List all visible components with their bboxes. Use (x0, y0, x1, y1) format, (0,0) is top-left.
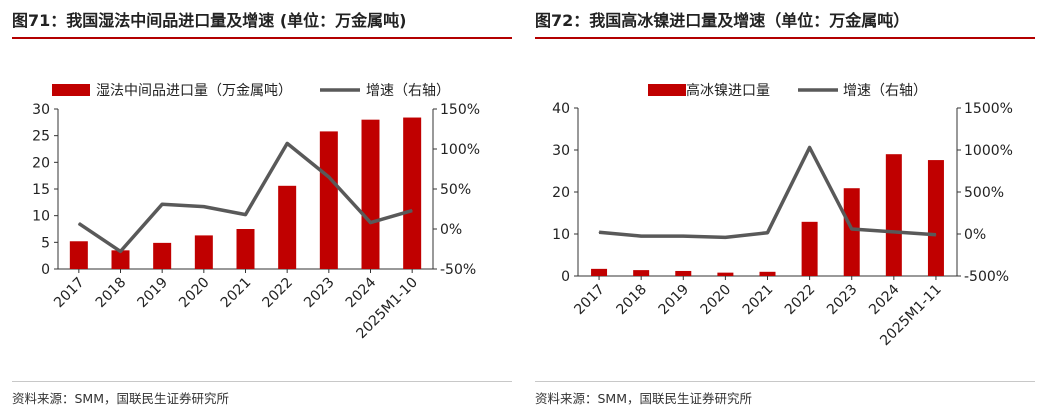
y-right-tick-label: 0% (440, 222, 462, 238)
growth-point (724, 236, 726, 238)
growth-point (809, 146, 811, 148)
growth-point (120, 250, 121, 252)
x-tick-label: 2018 (93, 275, 130, 312)
growth-point (767, 232, 768, 234)
chart-71: 0 5 10 15 20 25 30 -50% 0% 50% 100% 150% 2017 2018 201… (32, 83, 480, 342)
growth-point (370, 222, 371, 224)
growth-point (411, 210, 413, 212)
bar (153, 242, 172, 269)
x-tick-label: 2023 (824, 282, 861, 319)
bar (591, 268, 608, 276)
y-right-tick-label: 100% (440, 142, 480, 158)
y-left-tick-label: 20 (32, 155, 50, 171)
legend-label-bar: 湿法中间品进口量（万金属吨） (96, 83, 292, 99)
x-tick-label: 2024 (343, 274, 380, 311)
y-left-tick-label: 10 (32, 209, 50, 225)
growth-point (851, 228, 853, 230)
bar (843, 188, 860, 276)
growth-point (640, 235, 642, 237)
growth-point (161, 203, 163, 205)
bar (278, 185, 297, 269)
bar (403, 117, 422, 270)
y-left-tick-label: 5 (41, 235, 50, 251)
x-tick-label: 2017 (571, 282, 608, 319)
y-right-tick-label: 0% (964, 227, 986, 243)
y-left-tick-label: 15 (32, 182, 50, 198)
bar (885, 154, 902, 276)
bar (801, 221, 818, 276)
title-rule (12, 37, 512, 39)
x-tick-label: 2020 (698, 282, 735, 319)
growth-point (78, 222, 80, 224)
legend-swatch-bar (648, 84, 686, 96)
growth-point (598, 231, 600, 233)
chart-source: 资料来源：SMM，国联民生证券研究所 (12, 391, 230, 406)
x-tick-label: 2020 (176, 275, 213, 312)
y-right-tick-label: 500% (964, 185, 1004, 201)
x-tick-label: 2018 (613, 282, 650, 319)
chart-source: 资料来源：SMM，国联民生证券研究所 (535, 391, 753, 406)
growth-point (893, 231, 895, 233)
x-tick-label: 2022 (782, 282, 819, 319)
legend-label-line: 增速（右轴） (366, 83, 450, 99)
y-right-tick-label: -500% (964, 269, 1009, 285)
legend-swatch-bar (52, 84, 90, 96)
growth-point (935, 234, 937, 236)
x-tick-label: 2019 (134, 275, 171, 312)
source-rule (12, 381, 512, 382)
bar (675, 270, 692, 276)
x-tick-label: 2017 (51, 275, 88, 312)
growth-point (203, 206, 205, 208)
y-left-tick-label: 40 (552, 101, 570, 117)
bar (361, 119, 380, 270)
bar (236, 229, 255, 269)
y-left-tick-label: 0 (41, 262, 50, 278)
bar (759, 271, 776, 276)
bar (717, 272, 734, 276)
x-tick-label: 2022 (259, 275, 296, 312)
x-tick-label: 2021 (218, 275, 255, 312)
bar (633, 270, 650, 276)
bar (69, 241, 88, 269)
y-left-tick-label: 30 (552, 143, 570, 159)
bar (319, 131, 338, 269)
y-right-tick-label: 150% (440, 102, 480, 118)
bar (927, 160, 944, 276)
y-right-tick-label: 1000% (964, 143, 1013, 159)
y-left-tick-label: 25 (32, 129, 50, 145)
y-left-tick-label: 10 (552, 227, 570, 243)
y-right-tick-label: 50% (440, 182, 471, 198)
growth-line (598, 145, 937, 240)
x-tick-label: 2021 (740, 282, 777, 319)
legend-label-line: 增速（右轴） (843, 83, 927, 99)
bar (194, 235, 213, 269)
growth-point (245, 214, 246, 216)
chart-panel-71: 图71：我国湿法中间品进口量及增速 (单位：万金属吨) 0 5 10 15 20 25 30… (12, 11, 512, 406)
growth-point (328, 176, 330, 178)
growth-point (682, 235, 684, 237)
x-tick-label: 2024 (866, 281, 903, 318)
bar (111, 250, 130, 269)
y-left-tick-label: 30 (32, 102, 50, 118)
legend-label-bar: 高冰镍进口量 (686, 82, 770, 99)
chart-panel-72: 图72：我国高冰镍进口量及增速（单位：万金属吨） 0 10 20 30 40 -500% 0… (523, 0, 1046, 408)
source-rule (535, 381, 1035, 382)
y-left-tick-label: 20 (552, 185, 570, 201)
growth-point (286, 142, 288, 144)
chart-title: 图71：我国湿法中间品进口量及增速 (单位：万金属吨) (12, 11, 407, 30)
x-tick-label: 2019 (656, 282, 693, 319)
chart-title: 图72：我国高冰镍进口量及增速（单位：万金属吨） (535, 11, 910, 30)
title-rule (535, 37, 1035, 39)
y-right-tick-label: -50% (440, 262, 476, 278)
y-left-tick-label: 0 (561, 269, 570, 285)
y-right-tick-label: 1500% (964, 101, 1013, 117)
x-tick-label: 2023 (301, 275, 338, 312)
